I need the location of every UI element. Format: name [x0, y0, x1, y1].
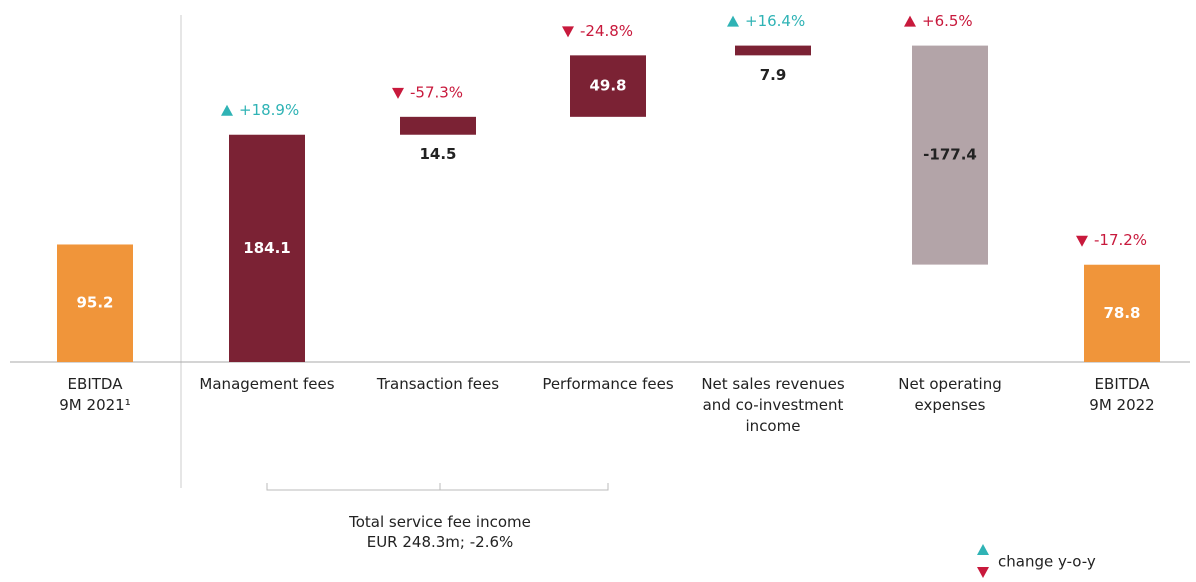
- bar: [1084, 264, 1160, 362]
- value-label: 7.9: [760, 66, 787, 84]
- bar: [57, 244, 133, 362]
- bar: [912, 45, 988, 265]
- bar: [570, 55, 646, 117]
- change-arrow: [221, 104, 233, 116]
- change-arrow: [1076, 235, 1088, 247]
- change-label: -57.3%: [410, 83, 463, 101]
- change-arrow: [727, 15, 739, 27]
- value-label: 49.8: [589, 77, 626, 95]
- change-label: -17.2%: [1094, 231, 1147, 249]
- change-label: -24.8%: [580, 22, 633, 40]
- change-arrow: [392, 87, 404, 99]
- bar: [229, 134, 305, 362]
- value-label: 184.1: [243, 239, 290, 257]
- value-label: 78.8: [1103, 304, 1140, 322]
- x-tick-label: Management fees: [199, 375, 335, 393]
- value-label: 95.2: [76, 294, 113, 312]
- x-tick-label: Performance fees: [542, 375, 674, 393]
- legend-down: [977, 567, 989, 578]
- legend-up: [977, 544, 989, 555]
- x-tick-label: EBITDA 9M 2021¹: [59, 375, 131, 414]
- change-arrow: [562, 26, 574, 38]
- bar: [735, 45, 811, 56]
- annotation: Total service fee income EUR 248.3m; -2.…: [349, 513, 531, 551]
- x-tick-label: Transaction fees: [376, 375, 500, 393]
- x-tick-label: EBITDA 9M 2022: [1089, 375, 1155, 414]
- change-label: +18.9%: [239, 101, 299, 119]
- value-label: 14.5: [419, 145, 456, 163]
- value-label: -177.4: [923, 146, 977, 164]
- change-label: +16.4%: [745, 12, 805, 30]
- x-tick-label: Net operating expenses: [898, 375, 1002, 414]
- bracket: [266, 483, 609, 491]
- x-tick-label: Net sales revenues and co-investment inc…: [701, 375, 845, 435]
- bar: [400, 116, 476, 135]
- change-label: +6.5%: [922, 12, 973, 30]
- change-arrow: [904, 15, 916, 27]
- legend-label: change y-o-y: [998, 553, 1096, 571]
